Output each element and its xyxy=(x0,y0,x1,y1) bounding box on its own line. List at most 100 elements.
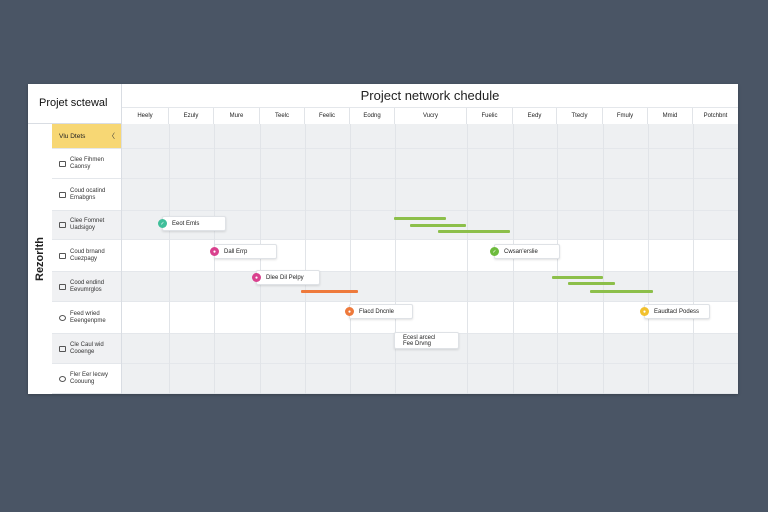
milestone-label: Cwsan'erslie xyxy=(504,248,538,255)
row-item-6[interactable]: Cood endind Eevumrglos xyxy=(52,272,121,302)
clock-icon xyxy=(59,375,66,382)
row-item-9[interactable]: Fler Eer lecwy Coouung xyxy=(52,364,121,394)
folder-icon xyxy=(59,283,66,290)
row-item-4[interactable]: Clee Fomnet Uadsigoy xyxy=(52,211,121,240)
row-item-label: Clee Fihmen xyxy=(70,156,105,163)
grid-row xyxy=(122,124,738,149)
milestone[interactable]: Ecesl arcecl Fee Drvng xyxy=(394,332,459,349)
column-header[interactable]: Feelic xyxy=(305,108,350,124)
milestone-label: Ecesl arcecl xyxy=(403,334,436,341)
column-header[interactable]: Teelc xyxy=(260,108,305,124)
page-title: Project network chedule xyxy=(122,84,738,108)
collapse-icon[interactable]: 〈 xyxy=(108,133,115,140)
grid-line xyxy=(169,124,170,394)
row-item-label: Cle Caul wid xyxy=(70,341,104,348)
grid-line xyxy=(260,124,261,394)
grid-line xyxy=(693,124,694,394)
milestone[interactable]: ● Dlee Dil Pelpy xyxy=(252,270,320,285)
schedule-panel: Projet sctewal Rezorlth Vlu Dtets 〈 Clee… xyxy=(28,84,738,394)
grid-row xyxy=(122,272,738,302)
task-bar[interactable] xyxy=(552,276,603,279)
task-bar[interactable] xyxy=(394,217,446,220)
folder-icon xyxy=(59,222,66,228)
milestone-label: Eeot Emls xyxy=(172,220,200,227)
row-item-1[interactable]: Vlu Dtets 〈 xyxy=(52,124,121,149)
column-header[interactable]: Vucry xyxy=(395,108,467,124)
column-header[interactable]: Mmid xyxy=(648,108,693,124)
row-item-8[interactable]: Cle Caul wid Cooenge xyxy=(52,334,121,364)
milestone-icon: ● xyxy=(210,247,219,256)
grid-line xyxy=(603,124,604,394)
row-item-sublabel: Eeengenpme xyxy=(70,317,106,324)
row-item-7[interactable]: Feed wried Eeengenpme xyxy=(52,302,121,334)
milestone-icon: ✓ xyxy=(158,219,167,228)
folder-icon xyxy=(59,252,66,259)
row-item-sublabel: Emabgns xyxy=(70,194,96,201)
grid-row xyxy=(122,240,738,272)
grid-line xyxy=(395,124,396,394)
task-bar[interactable] xyxy=(301,290,358,293)
grid-line xyxy=(513,124,514,394)
milestone[interactable]: ✓ Cwsan'erslie xyxy=(490,244,560,259)
grid-line xyxy=(305,124,306,394)
row-item-3[interactable]: Coud ocatind Emabgns xyxy=(52,179,121,211)
row-item-label: Fler Eer lecwy xyxy=(70,371,109,378)
column-header[interactable]: Heely xyxy=(122,108,169,124)
grid-row xyxy=(122,179,738,211)
column-header[interactable]: Ttecly xyxy=(557,108,603,124)
clock-icon xyxy=(59,314,66,321)
column-header[interactable]: Mure xyxy=(214,108,260,124)
milestone-label: Eaudtacl Podess xyxy=(654,308,700,315)
task-bar[interactable] xyxy=(410,224,466,227)
row-item-sublabel: Eevumrglos xyxy=(70,286,102,293)
row-item-label: Coud ocatind xyxy=(70,187,106,194)
milestone[interactable]: ● Flacd Dncnle xyxy=(345,304,413,319)
milestone[interactable]: ● Eaudtacl Podess xyxy=(640,304,710,319)
grid-row xyxy=(122,149,738,179)
milestone-label: Dall Errp xyxy=(224,248,248,255)
row-item-label: Vlu Dtets xyxy=(59,132,86,140)
task-bar[interactable] xyxy=(590,290,653,293)
milestone-label: Dlee Dil Pelpy xyxy=(266,274,304,281)
timeline-header: Heely Ezuly Mure Teelc Feelic Eodng Vucr… xyxy=(122,108,738,125)
row-list: Vlu Dtets 〈 Clee Fihmen Caonsy Coud ocati… xyxy=(52,124,122,394)
row-item-sublabel: Coouung xyxy=(70,378,95,385)
milestone-label: Flacd Dncnle xyxy=(359,308,395,315)
row-item-label: Clee Fomnet xyxy=(70,218,105,224)
column-header[interactable]: Fuelic xyxy=(467,108,513,124)
timeline-grid[interactable]: ✓ Eeot Emls ● Dall Errp ● Dlee Dil Pelpy… xyxy=(122,124,738,394)
column-header[interactable]: Ezuly xyxy=(169,108,214,124)
task-bar[interactable] xyxy=(438,230,510,233)
milestone-icon: ● xyxy=(345,307,354,316)
folder-icon xyxy=(59,160,66,167)
grid-row xyxy=(122,334,738,364)
folder-icon xyxy=(59,345,66,352)
row-item-sublabel: Uadsigoy xyxy=(70,225,96,231)
row-item-2[interactable]: Clee Fihmen Caonsy xyxy=(52,149,121,179)
row-item-sublabel: Cuezpagy xyxy=(70,255,98,262)
grid-line xyxy=(350,124,351,394)
row-item-label: Coud brnand xyxy=(70,248,105,255)
row-item-sublabel: Caonsy xyxy=(70,163,91,170)
vertical-axis-label: Rezorlth xyxy=(28,124,52,394)
grid-line xyxy=(214,124,215,394)
task-bar[interactable] xyxy=(568,282,615,285)
vertical-axis-label-text: Rezorlth xyxy=(34,237,46,281)
grid-line xyxy=(557,124,558,394)
column-header[interactable]: Eedy xyxy=(513,108,557,124)
column-header[interactable]: Fmuly xyxy=(603,108,648,124)
column-header[interactable]: Eodng xyxy=(350,108,395,124)
milestone[interactable]: ✓ Eeot Emls xyxy=(158,216,226,231)
milestone-sublabel: Fee Drvng xyxy=(403,340,432,347)
milestone-icon: ● xyxy=(640,307,649,316)
column-header[interactable]: Potchbnt xyxy=(703,113,728,119)
grid-row xyxy=(122,364,738,394)
grid-line xyxy=(648,124,649,394)
row-item-label: Feed wried xyxy=(70,310,100,317)
row-item-5[interactable]: Coud brnand Cuezpagy xyxy=(52,240,121,272)
row-item-label: Cood endind xyxy=(70,279,105,286)
row-item-sublabel: Cooenge xyxy=(70,348,95,355)
milestone[interactable]: ● Dall Errp xyxy=(210,244,277,259)
folder-icon xyxy=(59,191,66,198)
milestone-icon: ✓ xyxy=(490,247,499,256)
